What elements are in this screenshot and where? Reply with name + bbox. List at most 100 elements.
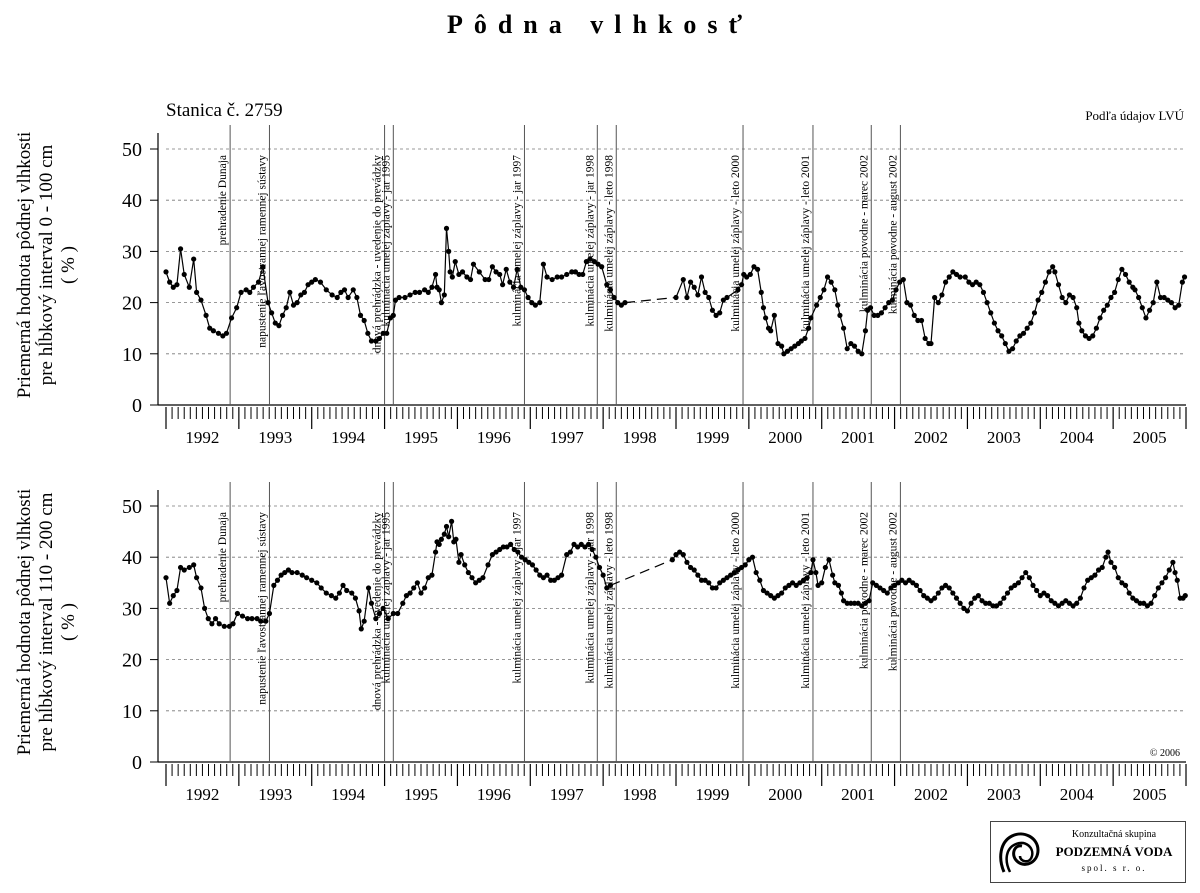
data-point [687,279,694,285]
data-point [276,323,282,329]
data-point [540,575,547,581]
data-point [384,330,390,336]
x-tick-label: 1994 [331,428,366,447]
series-segment [821,567,826,583]
series-segment [930,297,936,344]
series-segment [516,269,522,288]
data-point [862,600,869,606]
data-point [728,572,734,578]
data-point [738,564,745,571]
data-point [422,585,428,591]
data-point [753,569,759,576]
data-point [788,346,794,352]
data-point [390,610,396,617]
data-point [1146,307,1153,313]
data-point [449,274,455,280]
data-point [533,567,539,573]
series-segment [539,264,544,303]
logo-spiral-icon [999,832,1040,873]
data-point [480,575,486,581]
data-point [966,279,972,285]
event-label: kulminácia umelej záplavy - jar 1998 [584,512,596,684]
event-label: prehradenie Dunaja [217,512,229,602]
data-point [1030,582,1036,588]
data-point [1074,305,1080,311]
data-point [432,271,439,278]
data-point [1141,600,1147,606]
series-segment [455,539,460,563]
series-segment [225,317,233,334]
data-point [1126,590,1132,596]
data-point [986,600,992,606]
data-point [969,282,976,288]
data-point [999,333,1005,339]
data-point [507,279,513,285]
series-segment [920,320,926,339]
data-point [713,585,719,591]
data-point [380,605,386,612]
data-point [191,256,197,262]
data-point [942,582,949,588]
series-segment [367,587,373,604]
company-logo: Konzultačná skupina PODZEMNÁ VODA spol. … [990,821,1186,883]
data-point [983,600,989,606]
x-tick-label: 1994 [331,785,366,804]
x-tick-label: 2002 [914,785,948,804]
series-segment [262,266,269,303]
data-point [167,600,173,606]
data-point [1081,585,1087,591]
data-point [684,559,690,565]
data-point [548,577,554,583]
data-point [744,274,750,280]
data-point [1103,554,1109,560]
data-point [615,300,621,306]
data-point [1066,292,1073,298]
data-point [191,562,197,568]
data-point [760,305,767,311]
data-point [1115,575,1121,581]
series-segment [561,554,568,576]
data-point [786,582,792,588]
data-point [709,585,716,591]
data-point [361,317,367,324]
event-label: kulminácia umelej záplavy - jar 1997 [511,155,523,327]
chart-title: Pôdna vlhkosť [446,10,754,39]
data-point [340,582,346,588]
data-point [181,567,187,573]
series-segment [675,279,684,298]
data-point [540,261,547,267]
data-point [768,328,774,334]
data-point [285,567,291,573]
data-point [1001,595,1007,601]
data-point [283,305,289,311]
data-point [418,590,424,596]
data-point [522,557,528,563]
data-point [817,294,823,301]
data-point [174,587,180,594]
data-point [832,580,838,586]
data-point [1181,274,1188,280]
data-point [906,577,912,583]
series-segment [257,266,264,283]
data-point [1093,325,1099,331]
data-point [702,577,708,583]
data-point [1099,564,1105,571]
data-point [935,590,941,596]
data-point [489,264,495,270]
data-point [782,585,788,591]
data-point [163,269,169,275]
data-point [1161,294,1167,301]
data-point [1074,600,1080,606]
data-point [946,585,952,591]
data-point [1063,598,1069,604]
x-tick-label: 1999 [695,785,729,804]
data-point [599,264,605,270]
data-point [1108,294,1114,301]
data-point [720,577,726,583]
data-point [1008,585,1014,591]
y-tick-label: 20 [122,293,142,315]
data-point [1055,603,1062,609]
x-tick-label: 1998 [623,785,657,804]
data-point [582,544,588,550]
